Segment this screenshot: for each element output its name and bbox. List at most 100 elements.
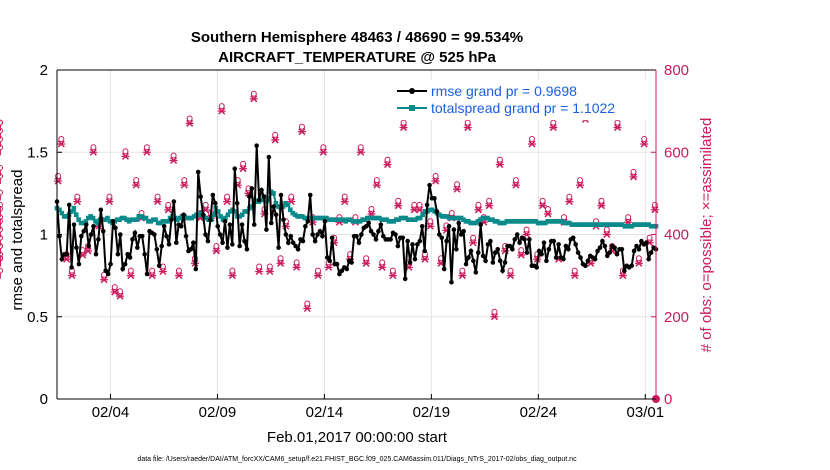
obs-count-point xyxy=(89,144,98,156)
obs-possible-o xyxy=(117,288,124,295)
totalspread-point xyxy=(497,220,502,226)
obs-count-point xyxy=(0,136,3,148)
rmse-point xyxy=(312,238,318,244)
rmse-point xyxy=(76,261,82,267)
legend: rmse grand pr = 0.9698 totalspread grand… xyxy=(392,80,654,120)
obs-possible-o xyxy=(630,168,637,175)
rmse-point xyxy=(444,238,449,244)
obs-possible-o xyxy=(202,201,209,208)
rmse-point xyxy=(205,238,211,244)
totalspread-point xyxy=(391,219,397,224)
obs-count-point xyxy=(426,218,435,230)
rmse-point xyxy=(534,265,539,270)
totalspread-point xyxy=(646,222,652,227)
rmse-point xyxy=(376,228,381,234)
rmse-point xyxy=(320,233,325,239)
obs-possible-o xyxy=(58,136,65,143)
obs-possible-o xyxy=(491,308,498,315)
rmse-point xyxy=(471,258,476,264)
totalspread-point xyxy=(610,222,615,227)
totalspread-point xyxy=(612,222,618,227)
totalspread-point xyxy=(535,220,541,226)
totalspread-point xyxy=(620,222,625,227)
obs-count-point xyxy=(223,193,232,206)
totalspread-point xyxy=(490,217,495,222)
footnote: data file: /Users/raeder/DAI/ATM_forcXX/… xyxy=(137,456,577,463)
rmse-point xyxy=(417,238,423,244)
rmse-point xyxy=(563,243,569,249)
rmse-point xyxy=(512,237,518,242)
rmse-point xyxy=(605,253,610,259)
obs-possible-o xyxy=(0,234,3,241)
totalspread-point xyxy=(119,215,125,221)
rmse-point xyxy=(449,279,454,285)
obs-possible-o xyxy=(566,193,573,200)
rmse-point xyxy=(553,255,559,260)
obs-count-point xyxy=(0,234,3,246)
obs-count-point xyxy=(383,156,392,169)
totalspread-point xyxy=(302,215,308,221)
totalspread-point xyxy=(588,222,594,227)
rmse-point xyxy=(254,143,259,148)
obs-count-point xyxy=(265,263,274,276)
rmse-point xyxy=(585,258,591,264)
x-tick-label: 02/24 xyxy=(520,404,558,421)
rmse-point xyxy=(393,232,398,237)
rmse-point xyxy=(118,232,123,237)
totalspread-point xyxy=(143,215,149,221)
rmse-point xyxy=(566,247,571,252)
obs-count-point xyxy=(388,267,397,280)
y-tick-label-right: 400 xyxy=(664,227,689,244)
totalspread-point xyxy=(372,215,377,221)
obs-possible-o xyxy=(0,144,3,151)
rmse-point xyxy=(74,245,79,250)
totalspread-point xyxy=(454,215,459,221)
obs-possible-o xyxy=(122,148,129,155)
rmse-point xyxy=(595,248,600,254)
obs-count-point xyxy=(228,267,237,280)
rmse-point xyxy=(354,233,359,239)
obs-possible-o xyxy=(427,218,434,225)
obs-possible-o xyxy=(357,144,364,151)
y-tick-label-left: 2 xyxy=(40,62,48,79)
totalspread-point xyxy=(336,217,341,222)
totalspread-point xyxy=(215,209,221,214)
obs-count-point xyxy=(132,177,141,189)
rmse-point xyxy=(412,256,418,262)
y-axis-label-left: rmse and totalspread xyxy=(9,170,26,311)
totalspread-point xyxy=(624,223,630,229)
legend-box xyxy=(392,80,654,120)
rmse-point xyxy=(120,266,126,272)
totalspread-point xyxy=(393,217,399,222)
obs-possible-o xyxy=(507,267,514,274)
rmse-point xyxy=(227,222,233,227)
totalspread-point xyxy=(557,219,563,224)
chart-title-line1: Southern Hemisphere 48463 / 48690 = 99.5… xyxy=(191,29,523,46)
totalspread-point xyxy=(420,212,425,218)
obs-count-point xyxy=(613,119,622,132)
totalspread-point xyxy=(259,197,264,203)
rmse-point xyxy=(105,271,111,277)
totalspread-point xyxy=(439,214,445,219)
totalspread-point xyxy=(105,215,110,221)
rmse-point xyxy=(458,232,464,237)
totalspread-point xyxy=(468,220,474,226)
totalspread-point xyxy=(552,219,558,224)
obs-count-point xyxy=(0,144,3,156)
obs-count-point xyxy=(372,177,381,189)
obs-possible-o xyxy=(240,160,247,167)
rmse-point xyxy=(592,256,598,262)
rmse-point xyxy=(329,235,335,241)
obs-count-point xyxy=(340,193,349,206)
totalspread-point xyxy=(547,219,553,224)
rmse-point xyxy=(152,232,157,237)
rmse-point xyxy=(86,243,91,249)
totalspread-point xyxy=(59,210,65,216)
rmse-point xyxy=(646,256,651,262)
rmse-point xyxy=(643,240,649,246)
rmse-point xyxy=(407,260,413,265)
totalspread-point xyxy=(107,219,113,224)
totalspread-point xyxy=(276,204,281,209)
rmse-point xyxy=(83,222,89,227)
rmse-point xyxy=(66,202,72,208)
